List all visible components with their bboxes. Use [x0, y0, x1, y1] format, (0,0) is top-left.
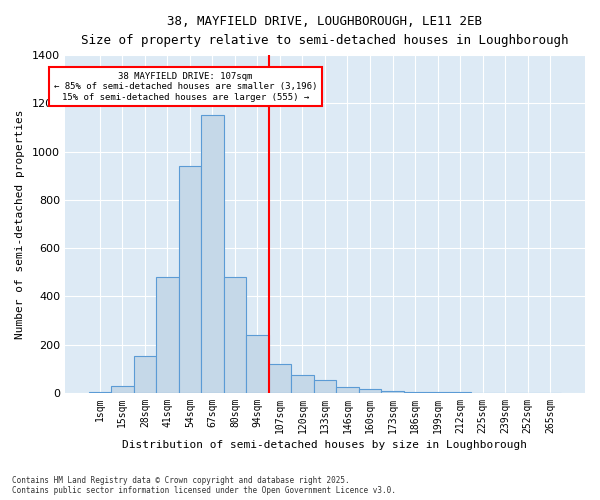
Bar	[224, 277, 246, 393]
Bar	[156, 277, 179, 393]
Bar	[404, 392, 426, 393]
Bar	[381, 390, 404, 393]
Bar	[111, 386, 134, 393]
Title: 38, MAYFIELD DRIVE, LOUGHBOROUGH, LE11 2EB
Size of property relative to semi-det: 38, MAYFIELD DRIVE, LOUGHBOROUGH, LE11 2…	[81, 15, 569, 47]
Bar	[89, 392, 111, 393]
X-axis label: Distribution of semi-detached houses by size in Loughborough: Distribution of semi-detached houses by …	[122, 440, 527, 450]
Text: Contains HM Land Registry data © Crown copyright and database right 2025.
Contai: Contains HM Land Registry data © Crown c…	[12, 476, 396, 495]
Bar	[134, 356, 156, 393]
Bar	[336, 387, 359, 393]
Bar	[201, 116, 224, 393]
Bar	[291, 375, 314, 393]
Bar	[426, 392, 449, 393]
Bar	[269, 364, 291, 393]
Bar	[314, 380, 336, 393]
Y-axis label: Number of semi-detached properties: Number of semi-detached properties	[15, 110, 25, 339]
Text: 38 MAYFIELD DRIVE: 107sqm
← 85% of semi-detached houses are smaller (3,196)
15% : 38 MAYFIELD DRIVE: 107sqm ← 85% of semi-…	[53, 72, 317, 102]
Bar	[246, 335, 269, 393]
Bar	[179, 166, 201, 393]
Bar	[359, 390, 381, 393]
